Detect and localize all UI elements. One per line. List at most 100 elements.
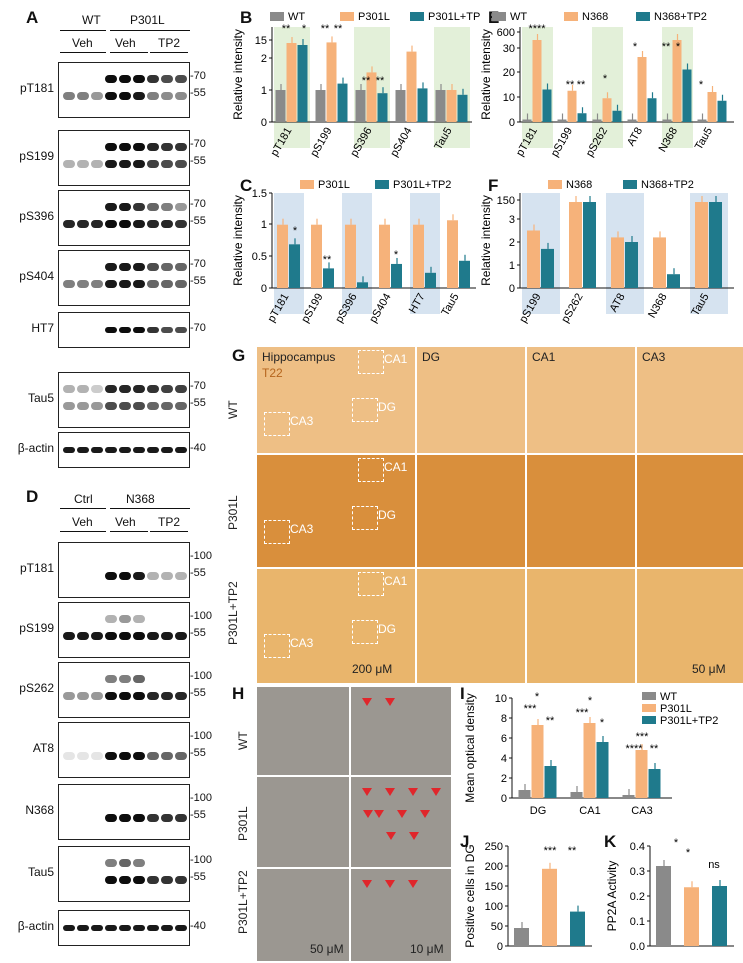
bar bbox=[345, 224, 356, 288]
y-tick-label: 10 bbox=[495, 693, 507, 705]
bar bbox=[379, 224, 390, 288]
blot-row-label: pS262 bbox=[19, 681, 54, 695]
molecular-weight-marker: -55 bbox=[190, 275, 206, 288]
legend-swatch bbox=[300, 180, 314, 189]
bar bbox=[311, 224, 322, 288]
bar bbox=[557, 119, 567, 122]
treatment-tp2: TP2 bbox=[158, 36, 181, 50]
treatment-veh: Veh bbox=[72, 36, 93, 50]
blot-band bbox=[133, 402, 145, 411]
bar bbox=[541, 248, 554, 288]
blot-band bbox=[133, 280, 145, 289]
blot-band bbox=[175, 925, 187, 931]
y-tick-label: 20 bbox=[503, 67, 515, 79]
molecular-weight-marker: -100 bbox=[190, 610, 213, 623]
blot-row-label: pS199 bbox=[19, 621, 54, 635]
legend-swatch bbox=[564, 12, 578, 21]
region-box bbox=[264, 412, 290, 436]
blot-band bbox=[119, 203, 131, 212]
bar bbox=[377, 93, 388, 122]
micrograph-tile bbox=[526, 454, 636, 568]
y-tick-label: 8 bbox=[501, 713, 507, 725]
y-axis-label: Relative intensity bbox=[479, 29, 493, 120]
legend-swatch bbox=[642, 704, 656, 712]
blot-band bbox=[105, 263, 117, 272]
significance-mark: * bbox=[633, 41, 638, 53]
blot-band bbox=[77, 92, 89, 101]
blot-band bbox=[63, 925, 75, 931]
blot-band bbox=[119, 447, 131, 453]
blot-band bbox=[63, 280, 75, 289]
blot-image bbox=[58, 250, 190, 306]
significance-mark: * bbox=[588, 695, 593, 707]
significance-mark: ** bbox=[568, 845, 577, 857]
blot-band bbox=[63, 447, 75, 453]
blot-band bbox=[63, 160, 75, 169]
blot-band bbox=[147, 220, 159, 229]
region-label: CA3 bbox=[290, 414, 314, 428]
bar bbox=[648, 769, 661, 798]
arrowhead-icon bbox=[362, 698, 372, 706]
blot-band bbox=[119, 92, 131, 101]
region-box bbox=[264, 520, 290, 544]
group-line bbox=[60, 508, 106, 509]
treatment-veh: Veh bbox=[115, 36, 136, 50]
bar bbox=[570, 911, 585, 946]
blot-band bbox=[105, 327, 117, 333]
molecular-weight-marker: -55 bbox=[190, 687, 206, 700]
molecular-weight-marker: -70 bbox=[190, 70, 206, 83]
blot-band bbox=[77, 447, 89, 453]
significance-mark: * bbox=[676, 41, 681, 53]
blot-band bbox=[133, 876, 145, 885]
blot-band bbox=[161, 876, 173, 885]
significance-mark: * bbox=[535, 691, 540, 703]
bar bbox=[635, 750, 648, 798]
arrowhead-icon bbox=[397, 810, 407, 818]
x-tick-label: DG bbox=[530, 805, 547, 817]
treatment-veh: Veh bbox=[72, 515, 93, 529]
blot-band bbox=[175, 327, 187, 333]
blot-band bbox=[133, 263, 145, 272]
arrowhead-icon bbox=[374, 810, 384, 818]
bar bbox=[717, 100, 727, 122]
x-tick-label: pS262 bbox=[559, 292, 585, 326]
blot-band bbox=[77, 925, 89, 931]
bar bbox=[514, 928, 529, 946]
blot-band bbox=[147, 92, 159, 101]
molecular-weight-marker: -100 bbox=[190, 670, 213, 683]
blot-band bbox=[105, 203, 117, 212]
micrograph-tile bbox=[416, 454, 526, 568]
legend-swatch bbox=[492, 12, 506, 21]
region-box bbox=[352, 398, 378, 422]
blot-image bbox=[58, 846, 190, 902]
bar bbox=[583, 723, 596, 798]
micrograph-tile bbox=[416, 346, 526, 454]
legend-swatch bbox=[642, 692, 656, 700]
treatment-line bbox=[110, 531, 148, 532]
group-n368: N368 bbox=[126, 492, 155, 506]
blot-band bbox=[119, 632, 131, 641]
blot-image bbox=[58, 432, 190, 468]
blot-band bbox=[77, 632, 89, 641]
bar bbox=[446, 90, 457, 122]
region-label: CA3 bbox=[290, 636, 314, 650]
bar bbox=[684, 887, 699, 946]
blot-band bbox=[105, 385, 117, 394]
y-tick-label: 0.5 bbox=[252, 251, 267, 263]
bar bbox=[447, 220, 458, 288]
blot-row-label: HT7 bbox=[31, 321, 54, 335]
legend-label: P301L+TP2 bbox=[393, 179, 451, 191]
arrowhead-icon bbox=[409, 832, 419, 840]
x-tick-label: CA3 bbox=[631, 805, 652, 817]
blot-band bbox=[133, 632, 145, 641]
blot-band bbox=[119, 615, 131, 624]
panel-label-g: G bbox=[232, 346, 246, 365]
blot-band bbox=[105, 447, 117, 453]
y-tick-label: 150 bbox=[485, 881, 503, 893]
blot-band bbox=[133, 385, 145, 394]
blot-band bbox=[105, 925, 117, 931]
legend-label: WT bbox=[288, 11, 305, 23]
blot-band bbox=[147, 925, 159, 931]
panel-label-a: A bbox=[26, 8, 39, 27]
molecular-weight-marker: -55 bbox=[190, 747, 206, 760]
